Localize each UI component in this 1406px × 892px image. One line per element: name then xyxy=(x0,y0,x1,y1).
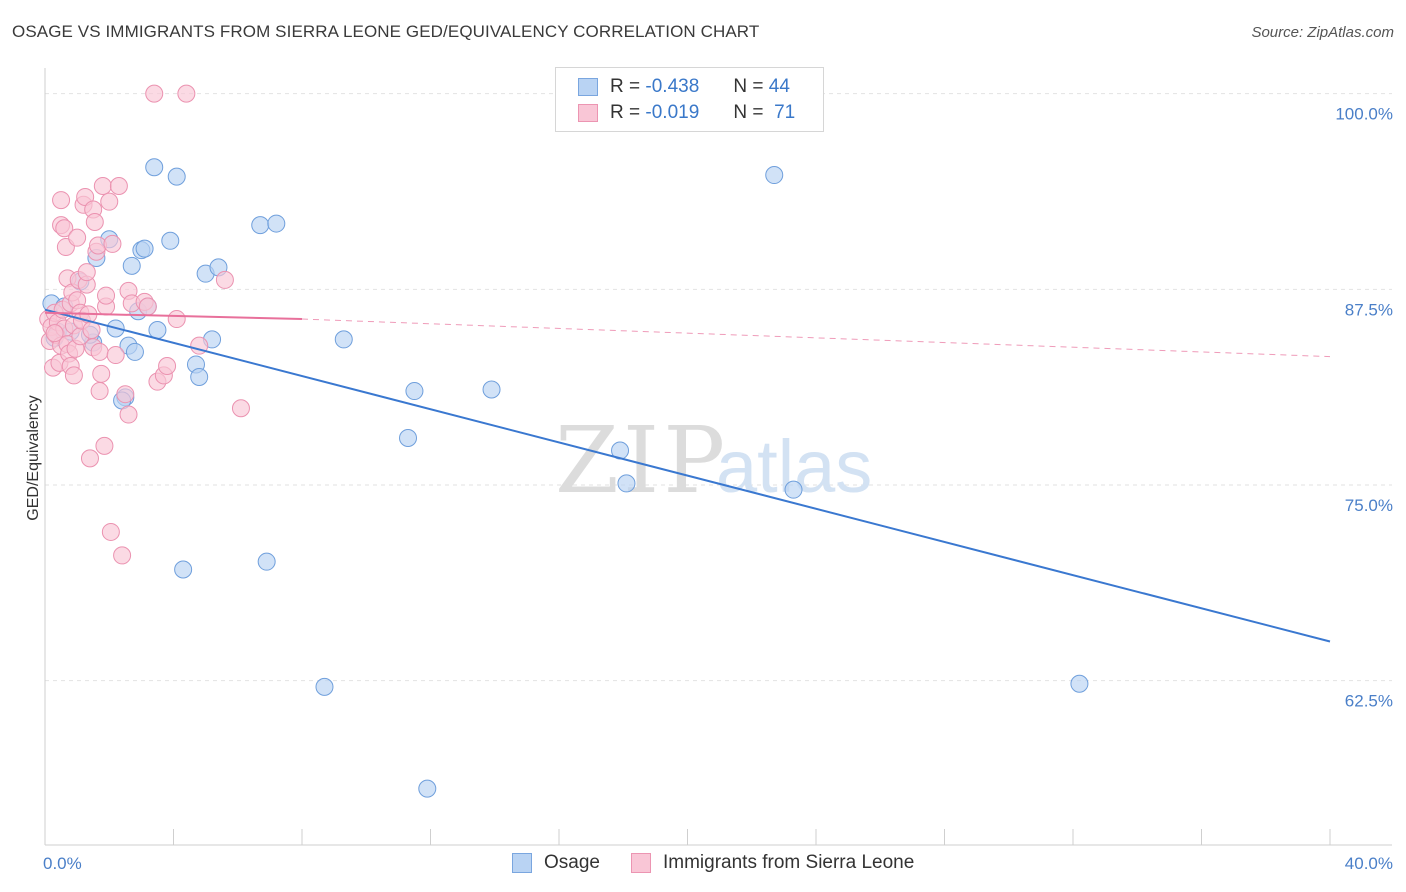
bottom-legend-swatch-sierra-leone xyxy=(631,853,651,873)
point-sierra-leone xyxy=(80,449,99,468)
point-osage xyxy=(135,239,154,258)
point-osage xyxy=(161,231,180,250)
point-sierra-leone xyxy=(167,310,186,329)
legend-swatch-sierra-leone xyxy=(578,104,598,122)
point-osage xyxy=(174,560,193,579)
point-sierra-leone xyxy=(138,297,157,316)
point-sierra-leone xyxy=(215,270,234,289)
bottom-legend-label-sierra-leone: Immigrants from Sierra Leone xyxy=(663,852,915,873)
legend-r-label: R = xyxy=(610,76,641,97)
point-osage xyxy=(399,429,418,448)
y-tick-label: 62.5% xyxy=(1345,692,1393,711)
point-sierra-leone xyxy=(116,385,135,404)
point-sierra-leone xyxy=(109,177,128,196)
y-axis-label: GED/Equivalency xyxy=(25,395,42,520)
point-sierra-leone xyxy=(90,382,109,401)
legend-r-label: R = xyxy=(610,102,641,123)
point-sierra-leone xyxy=(103,234,122,253)
point-sierra-leone xyxy=(106,346,125,365)
trendline-sierra-leone-extension xyxy=(301,318,1331,358)
x-tick-label-max: 40.0% xyxy=(1345,854,1393,873)
legend-n-value-sierra-leone: 71 xyxy=(774,102,796,123)
point-osage xyxy=(148,321,167,340)
point-osage xyxy=(784,480,803,499)
legend-n-label: N = xyxy=(733,76,764,97)
point-osage xyxy=(315,677,334,696)
y-tick-label: 75.0% xyxy=(1345,496,1393,515)
point-sierra-leone xyxy=(92,364,111,383)
point-sierra-leone xyxy=(77,263,96,282)
trendline-sierra-leone xyxy=(44,311,303,321)
legend-row-sierra-leone: R = -0.019 N = 71 xyxy=(578,101,795,125)
legend-n-value-osage: 44 xyxy=(768,76,790,97)
point-sierra-leone xyxy=(52,191,71,210)
trend-layer xyxy=(44,308,1331,643)
grid-layer xyxy=(45,93,1392,682)
x-tick-label-min: 0.0% xyxy=(43,854,82,873)
point-osage xyxy=(190,367,209,386)
point-osage xyxy=(334,330,353,349)
point-osage xyxy=(125,342,144,361)
point-osage xyxy=(617,474,636,493)
point-sierra-leone xyxy=(68,228,87,247)
legend-row-osage: R = -0.438 N = 44 xyxy=(578,75,790,99)
point-sierra-leone xyxy=(101,522,120,541)
point-sierra-leone xyxy=(95,436,114,455)
point-sierra-leone xyxy=(93,177,112,196)
point-sierra-leone xyxy=(100,192,119,211)
chart-title: OSAGE VS IMMIGRANTS FROM SIERRA LEONE GE… xyxy=(12,22,760,41)
legend-r-value-sierra-leone: -0.019 xyxy=(645,102,700,123)
point-osage xyxy=(257,552,276,571)
point-sierra-leone xyxy=(231,399,250,418)
points-layer xyxy=(39,84,1089,798)
point-sierra-leone xyxy=(64,366,83,385)
bottom-legend-label-osage: Osage xyxy=(544,852,600,873)
point-sierra-leone xyxy=(97,286,116,305)
point-osage xyxy=(267,214,286,233)
point-osage xyxy=(418,779,437,798)
watermark: ZIP atlas xyxy=(555,407,872,514)
point-sierra-leone xyxy=(45,324,64,343)
point-sierra-leone xyxy=(113,546,132,565)
point-sierra-leone xyxy=(119,405,138,424)
point-osage xyxy=(405,382,424,401)
bottom-legend-sierra-leone: Immigrants from Sierra Leone xyxy=(631,852,914,874)
watermark-zip: ZIP xyxy=(555,407,729,514)
y-tick-label: 87.5% xyxy=(1345,300,1393,319)
source-note: Source: ZipAtlas.com xyxy=(1251,24,1394,41)
trendline-osage xyxy=(44,308,1331,643)
point-sierra-leone xyxy=(177,84,196,103)
stats-legend: R = -0.438 N = 44 R = -0.019 N = 71 xyxy=(555,67,824,132)
point-sierra-leone xyxy=(85,213,104,232)
point-sierra-leone xyxy=(90,342,109,361)
legend-r-value-osage: -0.438 xyxy=(645,76,700,97)
axes-layer xyxy=(44,68,1392,846)
bottom-legend-osage: Osage xyxy=(512,852,600,874)
point-osage xyxy=(251,216,270,235)
point-osage xyxy=(122,256,141,275)
point-sierra-leone xyxy=(158,357,177,376)
bottom-legend-swatch-osage xyxy=(512,853,532,873)
point-osage xyxy=(765,166,784,185)
point-osage xyxy=(482,380,501,399)
point-sierra-leone xyxy=(145,84,164,103)
legend-n-label: N = xyxy=(733,102,764,123)
point-sierra-leone xyxy=(55,219,74,238)
point-osage xyxy=(1070,674,1089,693)
point-osage xyxy=(145,158,164,177)
y-tick-label: 100.0% xyxy=(1335,105,1393,124)
legend-swatch-osage xyxy=(578,78,598,96)
point-osage xyxy=(167,167,186,186)
ticks-layer: 62.5% 75.0% 87.5% 100.0% 0.0% 40.0% xyxy=(43,105,1393,873)
